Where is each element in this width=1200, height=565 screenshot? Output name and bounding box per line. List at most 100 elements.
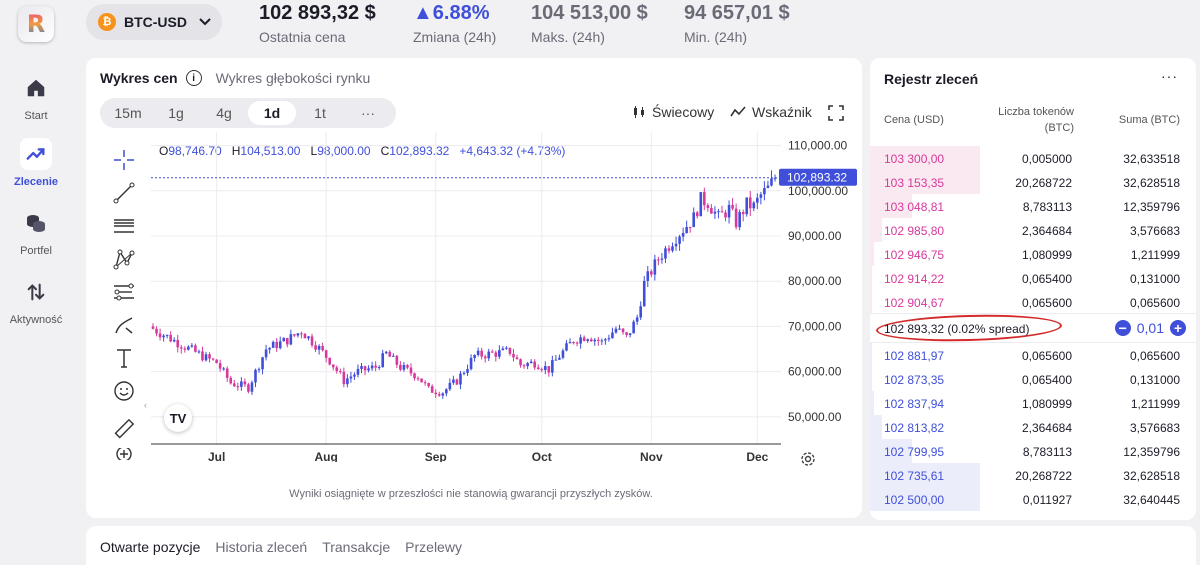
ask-row[interactable]: 103 300,00 0,005000 32,633518 [870,146,1196,170]
forecast-icon[interactable] [110,278,138,306]
timeframe-1d[interactable]: 1d [248,101,296,125]
indicator-button[interactable]: Wskaźnik [730,104,812,120]
ask-row[interactable]: 102 904,67 0,065600 0,065600 [870,290,1196,314]
timeframe-4g[interactable]: 4g [216,105,232,121]
candle-body [331,364,335,368]
app-logo[interactable]: R [18,6,54,42]
fib-lines-icon[interactable] [110,212,138,240]
spread-step-value: 0,01 [1136,320,1164,336]
nav-start[interactable]: Start [0,72,72,122]
ask-row[interactable]: 103 153,35 20,268722 32,628518 [870,170,1196,194]
zoom-in-icon[interactable] [110,448,138,460]
candle-body [773,178,777,180]
timeframe-1g[interactable]: 1g [168,105,184,121]
trendline-icon[interactable] [110,179,138,207]
text-tool-icon[interactable] [110,344,138,372]
pair-selector[interactable]: ₿ BTC-USD [86,4,222,40]
nav-portfel[interactable]: Portfel [0,207,72,257]
candle-body [232,383,236,387]
minus-icon[interactable]: − [1114,320,1131,336]
tab-depth-chart[interactable]: Wykres głębokości rynku [215,70,371,86]
brush-icon[interactable] [110,311,138,339]
candle-body [586,339,589,342]
bid-row[interactable]: 102 735,61 20,268722 32,628518 [870,463,1196,487]
candle-body [681,232,685,237]
y-tick-label: 70,000.00 [788,319,842,333]
collapse-toolbar-icon[interactable]: ‹ [144,400,147,410]
nav-zlecenie-label: Zlecenie [13,176,59,188]
candle-style-button[interactable]: Świecowy [632,104,714,120]
candle-body [498,350,501,357]
candle-body [413,373,416,379]
bid-qty: 1,080999 [1021,397,1072,411]
candle-body [229,377,233,384]
ask-sum: 0,131000 [1129,272,1180,286]
nav-aktywnosc[interactable]: Aktywność [0,276,72,326]
bid-row[interactable]: 102 873,35 0,065400 0,131000 [870,367,1196,391]
candle-body [183,348,187,350]
tab-transfers[interactable]: Przelewy [405,539,462,555]
candle-body [745,197,749,215]
timeframe-more[interactable]: ··· [361,105,375,121]
ask-qty: 20,268722 [1015,176,1072,190]
timeframe-1t[interactable]: 1t [314,105,326,121]
timeframe-15m[interactable]: 15m [114,105,142,121]
candle-body [201,351,204,361]
bid-depth-bar [870,463,980,487]
candle-body [314,345,317,350]
ohlc-open: 98,746.70 [168,144,222,158]
plus-icon[interactable]: + [1170,320,1186,336]
timeframe-selector: 15m 1g 4g 1d 1t ··· [100,98,396,128]
tab-order-history[interactable]: Historia zleceń [215,539,308,555]
candle-body [187,346,190,350]
candle-body [473,354,476,358]
fullscreen-icon[interactable] [828,105,844,126]
bid-row[interactable]: 102 500,00 0,011927 32,640445 [870,487,1196,511]
bid-sum: 32,628518 [1123,469,1180,483]
candle-body [434,392,438,395]
candle-body [324,350,328,358]
tab-price-chart[interactable]: Wykres cen [100,70,178,86]
candle-body [328,357,332,365]
candle-body [448,382,452,390]
candle-body [197,351,201,353]
candle-body [384,351,388,354]
emoji-icon[interactable] [110,377,138,405]
candle-body [211,358,215,360]
candle-body [710,207,713,214]
bid-row[interactable]: 102 837,94 1,080999 1,211999 [870,391,1196,415]
bid-row[interactable]: 102 881,97 0,065600 0,065600 [870,343,1196,367]
order-book-more-button[interactable]: ··· [1161,68,1178,84]
candle-body [650,271,653,275]
tradingview-logo[interactable]: TV [164,404,192,432]
candle-body [759,194,763,198]
ruler-icon[interactable] [110,415,138,443]
candlestick-chart[interactable]: 110,000.00 100,000.00 90,000.00 80,000.00 70… [151,132,861,462]
nav-portfel-label: Portfel [20,245,52,257]
ask-row[interactable]: 103 048,81 8,783113 12,359796 [870,194,1196,218]
candle-body [165,334,169,336]
nav-zlecenie[interactable]: Zlecenie [0,138,72,188]
pattern-icon[interactable] [110,245,138,273]
candle-body [678,236,681,244]
candle-body [409,367,413,374]
bid-row[interactable]: 102 799,95 8,783113 12,359796 [870,439,1196,463]
candle-body [614,328,618,333]
bid-row[interactable]: 102 813,82 2,364684 3,576683 [870,415,1196,439]
ask-price: 102 904,67 [884,296,945,310]
chart-settings-icon[interactable] [800,451,816,472]
info-icon[interactable]: i [185,70,202,86]
tab-transactions[interactable]: Transakcje [322,539,391,555]
spread-step-control: − 0,01 + [1114,320,1186,336]
x-tick-label: Dec [746,450,768,462]
tab-open-positions[interactable]: Otwarte pozycje [100,539,201,555]
ask-row[interactable]: 102 914,22 0,065400 0,131000 [870,266,1196,290]
ask-row[interactable]: 102 946,75 1,080999 1,211999 [870,242,1196,266]
candle-body [289,334,293,345]
col-sum-header: Suma (BTC) [1118,114,1180,126]
ask-row[interactable]: 102 985,80 2,364684 3,576683 [870,218,1196,242]
ask-depth-bar [870,242,875,266]
candle-body [452,379,455,383]
candle-body [639,306,643,318]
crosshair-icon[interactable] [110,146,138,174]
